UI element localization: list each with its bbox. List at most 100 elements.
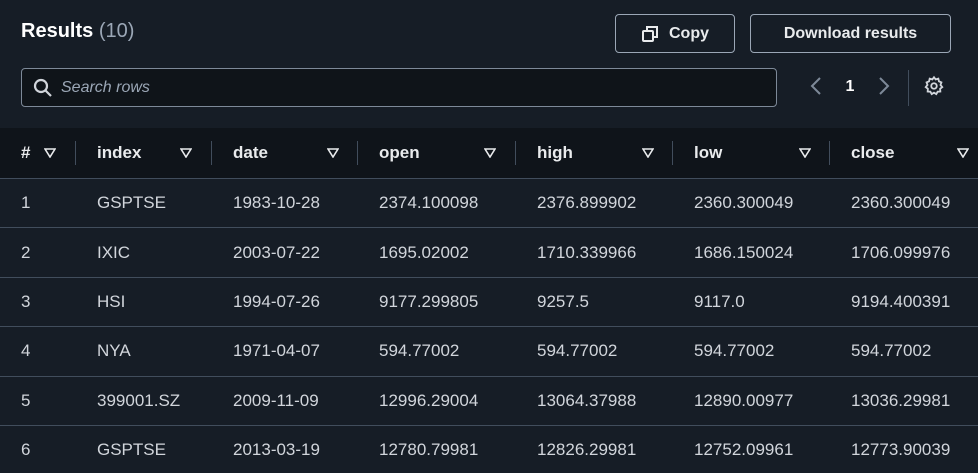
table-cell-close: 13036.29981 — [830, 376, 978, 426]
results-title: Results (10) — [21, 20, 134, 43]
table-cell-row-number: 1 — [0, 178, 76, 229]
caret-down-icon[interactable] — [180, 148, 192, 158]
table-cell-date: 2003-07-22 — [212, 227, 358, 278]
column-separator[interactable] — [75, 141, 76, 165]
column-header-close[interactable]: close — [830, 128, 978, 179]
page-number-1[interactable]: 1 — [845, 78, 855, 95]
table-cell-low: 12890.00977 — [673, 376, 830, 426]
column-separator[interactable] — [515, 141, 516, 165]
table-cell-row-number: 5 — [0, 376, 76, 426]
table-header-row: # index date open high low close — [0, 128, 978, 179]
table-cell-close: 2360.300049 — [830, 178, 978, 229]
table-cell-high: 9257.5 — [516, 277, 673, 328]
column-header-inner: index — [76, 128, 212, 178]
copy-button[interactable]: Copy — [615, 14, 735, 53]
column-separator[interactable] — [829, 141, 830, 165]
table-cell-date: 2013-03-19 — [212, 425, 358, 473]
table-cell-open: 12780.79981 — [358, 425, 516, 473]
table-cell-high: 13064.37988 — [516, 376, 673, 426]
chevron-right-icon — [877, 76, 891, 101]
caret-down-icon[interactable] — [957, 148, 969, 158]
column-separator[interactable] — [357, 141, 358, 165]
table-cell-high: 2376.899902 — [516, 178, 673, 229]
column-header-label: # — [21, 143, 31, 162]
download-results-label: Download results — [783, 24, 918, 42]
table-cell-date: 1971-04-07 — [212, 326, 358, 377]
column-header-label: high — [537, 143, 573, 162]
table-row[interactable]: 3 HSI 1994-07-26 9177.299805 9257.5 9117.0 919… — [0, 277, 978, 328]
caret-down-icon[interactable] — [44, 148, 56, 158]
table-cell-date: 1994-07-26 — [212, 277, 358, 328]
column-header-label: index — [97, 143, 142, 162]
table-cell-date: 1983-10-28 — [212, 178, 358, 229]
search-field[interactable] — [21, 68, 777, 107]
table-cell-high: 12826.29981 — [516, 425, 673, 473]
column-header-label: open — [379, 143, 420, 162]
column-header-index[interactable]: index — [76, 128, 212, 179]
next-page-button[interactable] — [870, 74, 898, 102]
table-cell-index: GSPTSE — [76, 425, 212, 473]
caret-down-icon[interactable] — [327, 148, 339, 158]
table-cell-close: 594.77002 — [830, 326, 978, 377]
table-cell-open: 594.77002 — [358, 326, 516, 377]
results-count: (10) — [98, 20, 135, 42]
table-cell-index: 399001.SZ — [76, 376, 212, 426]
table-cell-index: HSI — [76, 277, 212, 328]
caret-down-icon[interactable] — [642, 148, 654, 158]
table-cell-low: 12752.09961 — [673, 425, 830, 473]
column-separator[interactable] — [672, 141, 673, 165]
column-header-inner: low — [673, 128, 830, 178]
table-cell-low: 2360.300049 — [673, 178, 830, 229]
previous-page-button[interactable] — [802, 74, 830, 102]
table-row[interactable]: 1 GSPTSE 1983-10-28 2374.100098 2376.899902 2… — [0, 178, 978, 229]
column-header-inner: close — [830, 128, 978, 178]
table-cell-close: 9194.400391 — [830, 277, 978, 328]
table-row[interactable]: 4 NYA 1971-04-07 594.77002 594.77002 594.7700… — [0, 326, 978, 377]
copy-icon — [641, 25, 659, 43]
column-header-open[interactable]: open — [358, 128, 516, 179]
column-separator[interactable] — [211, 141, 212, 165]
table-cell-close: 1706.099976 — [830, 227, 978, 278]
download-results-button[interactable]: Download results — [750, 14, 951, 53]
table-cell-row-number: 3 — [0, 277, 76, 328]
table-cell-index: GSPTSE — [76, 178, 212, 229]
table-cell-open: 9177.299805 — [358, 277, 516, 328]
table-cell-high: 594.77002 — [516, 326, 673, 377]
table-cell-date: 2009-11-09 — [212, 376, 358, 426]
column-header-low[interactable]: low — [673, 128, 830, 179]
table-cell-row-number: 4 — [0, 326, 76, 377]
table-cell-open: 1695.02002 — [358, 227, 516, 278]
chevron-left-icon — [809, 76, 823, 101]
table-cell-low: 594.77002 — [673, 326, 830, 377]
column-header-high[interactable]: high — [516, 128, 673, 179]
table-cell-open: 2374.100098 — [358, 178, 516, 229]
search-input[interactable] — [61, 78, 776, 97]
table-row[interactable]: 2 IXIC 2003-07-22 1695.02002 1710.339966 1686… — [0, 227, 978, 278]
results-title-label: Results — [21, 20, 94, 42]
column-header-date[interactable]: date — [212, 128, 358, 179]
pager-divider — [908, 70, 909, 106]
settings-button[interactable] — [920, 74, 948, 102]
column-header-inner: open — [358, 128, 516, 178]
table-cell-row-number: 2 — [0, 227, 76, 278]
column-header-label: low — [694, 143, 723, 162]
table-cell-low: 9117.0 — [673, 277, 830, 328]
column-header-inner: high — [516, 128, 673, 178]
column-header-inner: # — [0, 128, 76, 178]
table-cell-open: 12996.29004 — [358, 376, 516, 426]
table-cell-low: 1686.150024 — [673, 227, 830, 278]
caret-down-icon[interactable] — [799, 148, 811, 158]
table-cell-index: IXIC — [76, 227, 212, 278]
caret-down-icon[interactable] — [484, 148, 496, 158]
column-header-row-number[interactable]: # — [0, 128, 76, 179]
table-cell-row-number: 6 — [0, 425, 76, 473]
column-header-label: close — [851, 143, 895, 162]
results-table: # index date open high low close 1 GSPTSE 1983-1… — [0, 128, 978, 473]
table-row[interactable]: 6 GSPTSE 2013-03-19 12780.79981 12826.29981 1… — [0, 425, 978, 473]
column-header-inner: date — [212, 128, 358, 178]
table-body: 1 GSPTSE 1983-10-28 2374.100098 2376.899902 2… — [0, 178, 978, 473]
table-row[interactable]: 5 399001.SZ 2009-11-09 12996.29004 13064.379… — [0, 376, 978, 426]
table-cell-close: 12773.90039 — [830, 425, 978, 473]
gear-icon — [923, 75, 945, 102]
